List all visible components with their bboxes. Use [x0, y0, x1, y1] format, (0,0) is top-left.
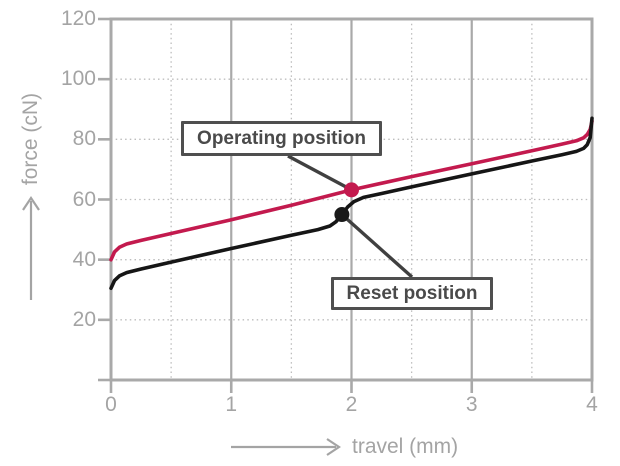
callout-connectors	[287, 154, 414, 279]
axis-arrow-icon	[22, 196, 40, 301]
y-tick-label: 60	[72, 187, 96, 211]
x-tick-label: 2	[345, 393, 358, 416]
operating-position-label: Operating position	[181, 121, 382, 156]
operating-position-text: Operating position	[197, 127, 366, 149]
y-tick-label: 40	[72, 247, 96, 271]
axes	[98, 17, 594, 393]
x-tick-label: 1	[225, 393, 238, 416]
operating-position-dot	[344, 182, 359, 198]
axis-arrow-icon	[231, 438, 341, 456]
y-tick-label: 20	[72, 307, 96, 331]
release-curve	[109, 116, 594, 290]
reset-position-text: Reset position	[346, 282, 478, 304]
y-axis-title: force (cN)	[15, 78, 47, 316]
press-curve	[109, 119, 594, 262]
y-axis-title-text: force (cN)	[19, 92, 42, 186]
x-axis-title: travel (mm)	[230, 433, 458, 461]
reset-position-dot	[334, 207, 350, 223]
x-tick-label: 3	[465, 393, 478, 416]
reset-position-label: Reset position	[331, 277, 493, 310]
y-tick-label: 80	[72, 127, 96, 151]
gridlines	[111, 19, 592, 380]
x-tick-label: 0	[105, 393, 117, 416]
y-tick-label: 120	[60, 7, 96, 30]
x-tick-label: 4	[586, 393, 598, 416]
x-axis-title-text: travel (mm)	[352, 435, 459, 458]
y-tick-label: 100	[60, 67, 96, 91]
